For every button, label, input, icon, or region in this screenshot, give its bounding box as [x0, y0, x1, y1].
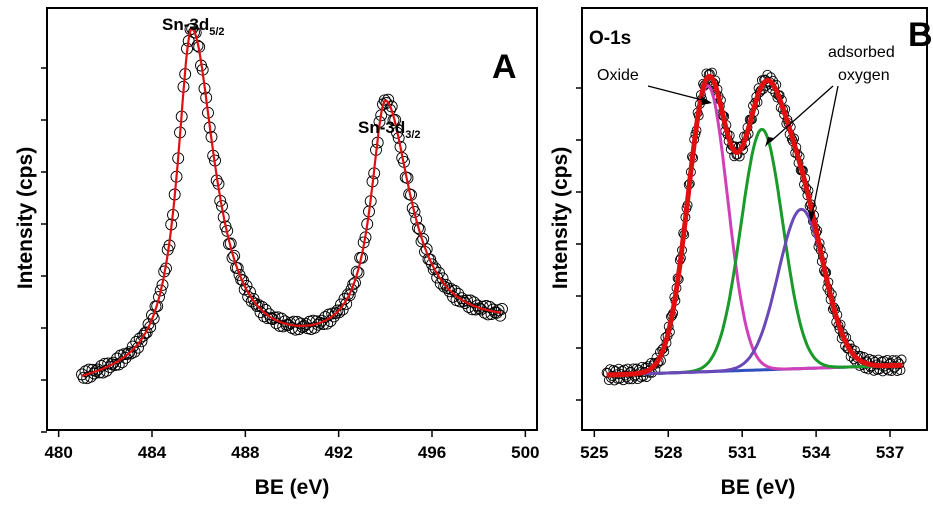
panel-b-xps-o1s: 525 528 531 534 537 B O-1s Oxide adsorbed ox… [549, 7, 933, 499]
panel-b-oxide-arrowhead [701, 96, 712, 105]
panel-a-data-point [154, 284, 167, 297]
panel-b-x-tick-label: 534 [802, 443, 831, 462]
panel-a-x-axis-label: BE (eV) [255, 476, 330, 499]
panel-a-data-point [345, 283, 358, 296]
panel-b-letter: B [908, 16, 933, 54]
panel-a-data-point [426, 258, 438, 271]
panel-b-x-tick-label: 531 [728, 443, 756, 462]
panel-b-adsorbed-arrow-1 [769, 85, 834, 143]
panel-b-oxygen-label: oxygen [838, 67, 890, 84]
panel-a-peak-label-3-2: Sn-3d3/2 [358, 118, 421, 141]
panel-a-data-point [137, 329, 150, 342]
panel-a-data-point [251, 300, 263, 312]
panel-b-adsorbed-oxygen-component-1 [606, 127, 903, 377]
panel-a-y-ticks [41, 67, 47, 433]
panel-a-data-point [347, 278, 360, 291]
panel-b-y-ticks [576, 87, 582, 401]
panel-a-peak-label-5-2: Sn-3d5/2 [162, 15, 225, 38]
panel-a-data-point [268, 311, 281, 324]
panel-a-data-point [135, 335, 148, 348]
panel-a-data-point [321, 317, 333, 330]
panel-a-data-point [331, 304, 344, 317]
panel-a-data-point [436, 272, 449, 285]
panel-a-y-axis-label: Intensity (cps) [14, 147, 37, 289]
panel-b-y-axis-label: Intensity (cps) [549, 147, 572, 289]
panel-a-data-point [266, 313, 279, 325]
panel-a-data-markers [76, 22, 508, 385]
panel-b-adsorbed-arrowhead-2 [808, 211, 815, 222]
panel-a-data-point [256, 300, 269, 313]
panel-a-x-tick-label: 500 [511, 443, 539, 462]
panel-b-x-tick-label: 537 [876, 443, 904, 462]
panel-a-data-point [494, 309, 507, 322]
panel-a-x-tick-label: 496 [418, 443, 446, 462]
panel-a-data-point [429, 262, 442, 275]
panel-b-frame [581, 7, 928, 431]
panel-a-data-point [107, 356, 120, 369]
panel-b-adsorbed-arrow-2 [811, 85, 839, 216]
panel-b-x-axis-label: BE (eV) [721, 476, 796, 499]
panel-a-data-point [459, 297, 472, 309]
panel-a-xps-sn3d: 480 484 488 492 496 500 A Sn-3d5/2 Sn-3d3/2 B… [14, 7, 540, 499]
panel-b-oxide-label: Oxide [597, 67, 639, 84]
panel-a-data-point [343, 289, 356, 302]
panel-a-x-ticks: 480 484 488 492 496 500 [44, 430, 540, 462]
panel-b-x-tick-label: 528 [654, 443, 682, 462]
panel-a-x-tick-label: 480 [44, 443, 72, 462]
panel-b-adsorbed-arrowhead-1 [765, 137, 774, 147]
panel-b-fit-envelope [606, 73, 903, 378]
panel-a-data-point [382, 93, 395, 106]
panel-b-oxide-arrow [647, 85, 707, 102]
panel-a-data-point [408, 205, 421, 218]
panel-a-data-point [496, 302, 508, 315]
panel-b-x-ticks: 525 528 531 534 537 [580, 430, 904, 462]
panel-a-x-tick-label: 492 [324, 443, 352, 462]
panel-b-adsorbed-label: adsorbed [828, 44, 895, 61]
panel-b-o1s-label: O-1s [589, 28, 631, 49]
panel-a-data-point [153, 290, 165, 303]
panel-a-data-point [254, 306, 267, 319]
panel-a-x-tick-label: 484 [138, 443, 167, 462]
panel-a-letter: A [492, 48, 517, 86]
panel-b-oxide-component [606, 84, 903, 377]
panel-a-data-point [378, 94, 391, 107]
panel-b-x-tick-label: 525 [580, 443, 608, 462]
panel-a-fit-line [81, 27, 501, 377]
panel-a-x-tick-label: 488 [231, 443, 259, 462]
panel-a-data-point [231, 262, 244, 275]
panel-a-data-point [333, 306, 346, 319]
panel-a-frame [46, 7, 538, 431]
panel-b-adsorbed-oxygen-component-2 [606, 207, 903, 377]
